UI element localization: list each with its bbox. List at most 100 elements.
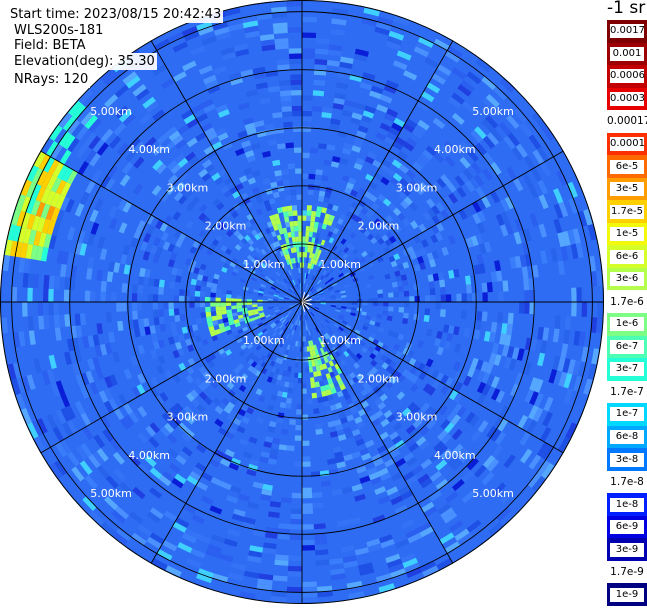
- range-gate: [439, 280, 445, 288]
- range-gate: [169, 309, 175, 316]
- range-gate: [302, 597, 318, 603]
- range-gate: [111, 292, 117, 302]
- range-gate: [290, 190, 296, 196]
- range-gate: [200, 302, 205, 307]
- range-gate: [388, 307, 394, 312]
- range-gate: [523, 278, 529, 290]
- colorbar-tick-label: 1e-9: [610, 588, 644, 602]
- range-gate: [226, 309, 232, 314]
- range-gate: [159, 280, 165, 288]
- range-gate: [382, 311, 388, 316]
- range-gate: [424, 315, 430, 322]
- colorbar-tick-label: 1.7e-5: [610, 205, 644, 219]
- range-gate: [302, 462, 311, 467]
- range-gate: [216, 311, 222, 316]
- range-gate: [315, 169, 323, 175]
- range-gate: [302, 545, 315, 551]
- range-gate: [519, 302, 525, 314]
- range-gate: [226, 298, 231, 302]
- range-gate: [132, 293, 138, 302]
- range-gate: [201, 281, 207, 287]
- range-gate: [302, 488, 312, 494]
- range-gate: [312, 492, 323, 498]
- range-gate: [279, 444, 287, 450]
- range-gate: [210, 292, 216, 297]
- range-gate: [311, 216, 316, 222]
- range-gate: [295, 168, 302, 173]
- range-gate: [302, 587, 317, 593]
- range-gate: [53, 302, 59, 315]
- range-gate: [402, 318, 408, 324]
- range-gate: [43, 288, 49, 302]
- range-gate: [302, 215, 307, 220]
- range-gate: [582, 302, 588, 317]
- range-gate: [393, 292, 399, 297]
- range-gate: [147, 294, 152, 302]
- range-gate: [277, 64, 290, 70]
- range-gate: [116, 302, 121, 312]
- range-gate: [221, 294, 227, 299]
- range-gate: [302, 441, 310, 446]
- range-gate: [302, 210, 307, 215]
- range-gate: [295, 435, 302, 440]
- range-gate: [281, 429, 289, 435]
- range-gate: [295, 231, 299, 237]
- colorbar-tick-label: 1.7e-7: [607, 385, 647, 399]
- range-gate: [305, 237, 309, 242]
- ring-label: 5.00km: [472, 105, 514, 118]
- ring-label: 2.00km: [205, 220, 247, 233]
- range-gate: [158, 287, 164, 295]
- range-gate: [413, 284, 419, 291]
- range-gate: [296, 195, 302, 200]
- range-gate: [296, 404, 302, 409]
- range-gate: [184, 290, 190, 296]
- range-gate: [289, 48, 302, 54]
- range-gate: [306, 221, 311, 227]
- range-gate: [302, 33, 316, 39]
- range-gate: [304, 252, 307, 257]
- range-gate: [456, 294, 461, 302]
- range-gate: [302, 362, 305, 367]
- range-gate: [143, 318, 149, 327]
- range-gate: [307, 205, 312, 211]
- range-gate: [302, 236, 305, 241]
- range-gate: [302, 17, 317, 23]
- range-gate: [498, 292, 504, 303]
- colorbar-unit-title: -1 sr: [607, 0, 645, 18]
- range-gate: [308, 184, 314, 190]
- range-gate: [314, 64, 327, 70]
- range-gate: [292, 493, 302, 499]
- range-gate: [200, 312, 206, 318]
- range-gate: [430, 288, 436, 295]
- colorbar-tick-label: 6e-9: [610, 520, 644, 534]
- range-gate: [298, 373, 302, 378]
- range-gate: [282, 487, 292, 493]
- colorbar-tick-label: 1e-8: [610, 498, 644, 512]
- range-gate: [290, 74, 302, 80]
- range-gate: [48, 289, 54, 302]
- ring-label: 5.00km: [472, 487, 514, 500]
- range-gate: [226, 290, 232, 295]
- range-gate: [415, 296, 420, 302]
- range-gate: [466, 284, 472, 293]
- range-gate: [43, 315, 49, 329]
- range-gate: [302, 540, 315, 546]
- range-gate: [298, 378, 302, 383]
- range-gate: [310, 221, 315, 227]
- range-gate: [122, 283, 128, 293]
- range-gate: [294, 226, 298, 232]
- range-gate: [315, 549, 329, 555]
- range-gate: [302, 48, 315, 54]
- range-gate: [231, 302, 236, 306]
- range-gate: [302, 111, 312, 117]
- range-gate: [288, 211, 293, 217]
- range-gate: [461, 310, 467, 319]
- range-gate: [33, 302, 39, 316]
- range-gate: [275, 43, 289, 49]
- range-gate: [276, 549, 290, 555]
- range-gate: [221, 306, 227, 311]
- range-gate: [85, 291, 91, 302]
- range-gate: [231, 298, 236, 302]
- nrays-label: NRays: 120: [12, 71, 90, 88]
- range-gate: [281, 497, 292, 503]
